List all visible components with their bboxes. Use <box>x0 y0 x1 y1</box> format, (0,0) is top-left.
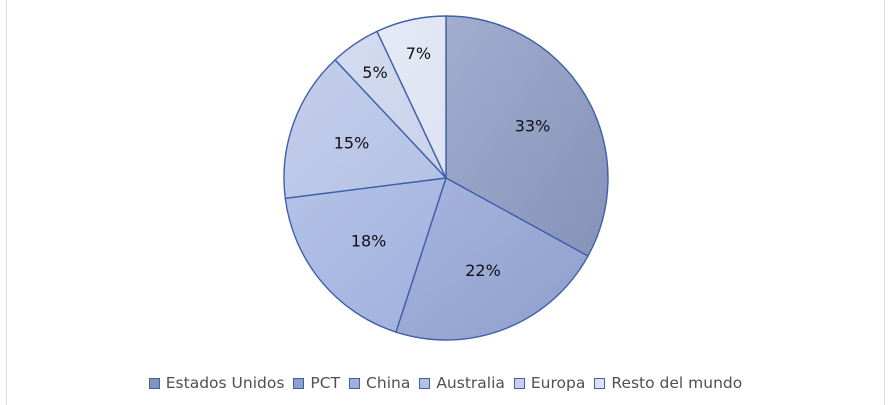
chart-frame <box>6 0 885 405</box>
data-label-resto-del-mundo: 7% <box>406 44 431 63</box>
data-label-estados-unidos: 33% <box>515 116 551 135</box>
legend-swatch <box>594 377 606 389</box>
pie-slice-australia <box>283 58 448 200</box>
legend-swatch <box>148 377 160 389</box>
legend-label: PCT <box>310 374 341 392</box>
legend-item-china: China <box>349 374 410 392</box>
legend-label: China <box>366 374 411 392</box>
pie-slices <box>283 15 609 341</box>
data-label-china: 18% <box>351 232 387 251</box>
legend-swatch <box>293 377 305 389</box>
legend-label: Resto del mundo <box>611 374 743 392</box>
legend-item-australia: Australia <box>419 374 505 392</box>
legend-label: Europa <box>530 374 586 392</box>
pie-data-labels: 33% 22% 18% 15% 5% 7% <box>334 44 551 280</box>
pie-slice-estados-unidos <box>445 15 609 257</box>
legend-item-estados-unidos: Estados Unidos <box>148 374 285 392</box>
legend-item-resto-del-mundo: Resto del mundo <box>594 374 742 392</box>
data-label-australia: 15% <box>334 134 370 153</box>
pie-slice-resto-del-mundo <box>376 15 447 179</box>
pie-slice-pct <box>395 176 589 341</box>
data-label-pct: 22% <box>465 261 501 280</box>
legend-label: Australia <box>436 374 505 392</box>
legend-swatch <box>349 377 361 389</box>
legend-swatch <box>513 377 525 389</box>
chart-legend: Estados Unidos PCT China Australia Europa Res… <box>0 371 891 395</box>
data-label-europa: 5% <box>362 63 387 82</box>
legend-swatch <box>419 377 431 389</box>
pie-slice-china <box>284 177 448 333</box>
legend-item-pct: PCT <box>293 374 340 392</box>
legend-item-europa: Europa <box>513 374 586 392</box>
legend-label: Estados Unidos <box>165 374 285 392</box>
